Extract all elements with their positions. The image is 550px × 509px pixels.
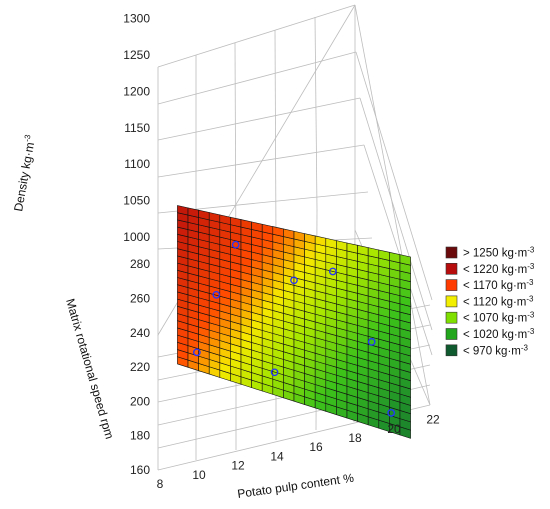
data-point: [231, 240, 240, 249]
y-axis-ticks: 160 180 200 220 240 260 280: [130, 257, 150, 477]
legend-swatch: [445, 262, 458, 275]
legend-label: < 1220 kg·m-3: [463, 262, 535, 276]
y-axis-title: Matrix rotational speed rpm: [63, 297, 117, 441]
data-point: [270, 368, 279, 377]
legend-swatch: [445, 295, 458, 308]
legend-label: < 1070 kg·m-3: [463, 311, 535, 325]
y-tick-label: 180: [130, 429, 150, 443]
legend-label: < 1120 kg·m-3: [463, 294, 534, 308]
legend: > 1250 kg·m-3 < 1220 kg·m-3 < 1170 kg·m-3 <…: [445, 246, 535, 357]
data-point: [387, 409, 395, 417]
z-tick-label: 1000: [123, 230, 150, 244]
z-tick-label: 1150: [124, 121, 150, 135]
data-point: [367, 338, 376, 346]
surface-cell: [399, 254, 411, 266]
x-tick-label: 14: [270, 449, 284, 463]
data-points: [193, 240, 395, 417]
y-tick-label: 160: [130, 463, 150, 477]
data-point: [329, 267, 337, 276]
y-tick-label: 240: [130, 326, 150, 340]
x-axis-ticks: 8 10 12 14 16 18 20 22: [157, 413, 440, 491]
x-tick-label: 12: [231, 459, 245, 473]
y-tick-label: 260: [130, 292, 150, 306]
z-tick-label: 1050: [123, 194, 150, 208]
x-axis-title: Potato pulp content %: [236, 471, 355, 501]
z-tick-label: 1100: [124, 157, 150, 171]
x-tick-label: 18: [348, 431, 362, 445]
z-tick-label: 1250: [123, 48, 150, 62]
legend-label: < 1020 kg·m-3: [463, 327, 535, 341]
data-point: [193, 348, 201, 357]
surface-mesh: [177, 205, 411, 439]
y-tick-label: 220: [130, 360, 150, 374]
data-point: [212, 290, 221, 299]
z-axis-ticks: 1000 1050 1100 1150 1200 1250 1300: [123, 12, 150, 244]
legend-swatch: [445, 311, 458, 324]
legend-swatch: [445, 279, 458, 291]
z-tick-label: 1300: [123, 12, 150, 26]
z-axis-title: Density kg·m-3: [10, 133, 38, 212]
y-tick-label: 280: [130, 257, 150, 271]
x-tick-label: 8: [157, 477, 164, 491]
x-tick-label: 20: [387, 422, 401, 436]
x-tick-label: 10: [192, 468, 206, 482]
legend-label: < 970 kg·m-3: [463, 343, 529, 357]
x-tick-label: 22: [426, 413, 440, 427]
legend-label: > 1250 kg·m-3: [463, 246, 535, 260]
legend-swatch: [445, 344, 458, 357]
legend-swatch: [445, 328, 458, 340]
z-tick-label: 1200: [123, 84, 150, 98]
x-tick-label: 16: [309, 440, 323, 454]
legend-swatch: [445, 246, 458, 259]
legend-label: < 1170 kg·m-3: [463, 278, 534, 292]
data-point: [290, 276, 298, 285]
y-tick-label: 200: [130, 394, 150, 408]
